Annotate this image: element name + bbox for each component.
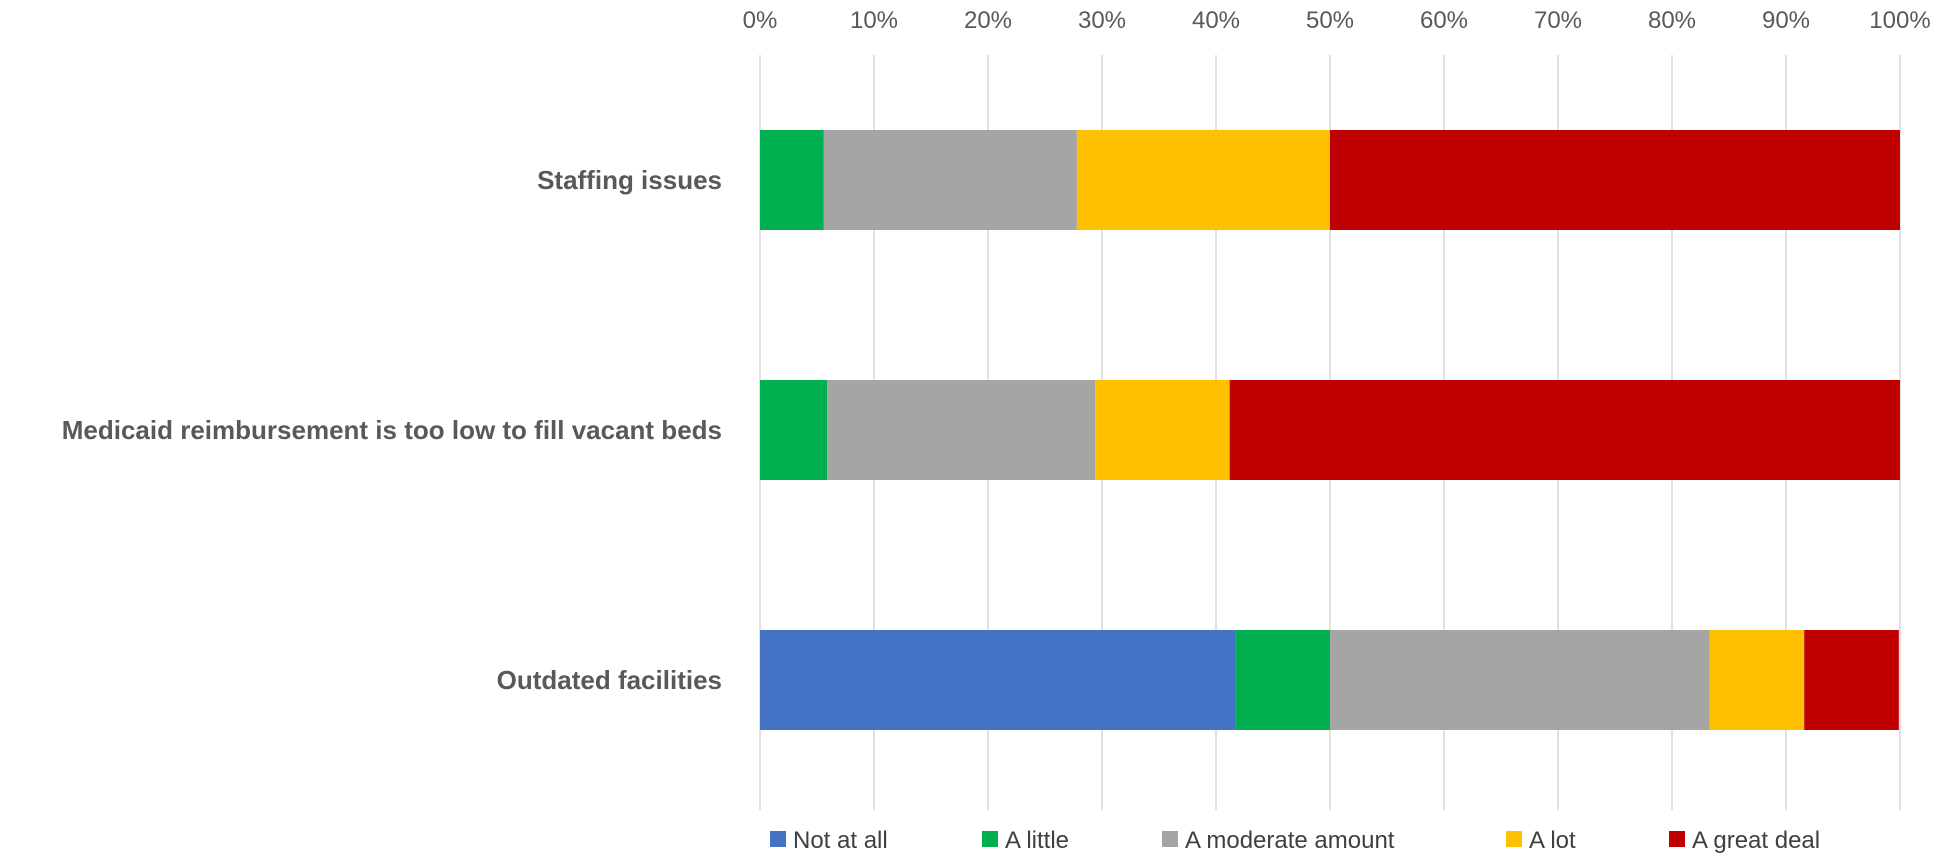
x-tick-label: 90% xyxy=(1762,7,1810,34)
legend-label: A great deal xyxy=(1692,827,1820,854)
x-tick-label: 40% xyxy=(1192,7,1240,34)
legend-swatch xyxy=(982,831,998,847)
bar-segment xyxy=(823,130,1077,230)
bar-segment xyxy=(760,130,824,230)
legend: Not at all A little A moderate amount A lot… xyxy=(770,827,1820,854)
bar-segment xyxy=(1804,630,1899,730)
x-tick-label: 60% xyxy=(1420,7,1468,34)
legend-swatch xyxy=(1506,831,1522,847)
legend-swatch xyxy=(1162,831,1178,847)
x-axis-ticks: 0% 10% 20% 30% 40% 50% 60% 70% 80% 90% 100% xyxy=(743,7,1931,34)
category-label: Outdated facilities xyxy=(497,665,722,695)
bar-segment xyxy=(827,380,1096,480)
bar-segment xyxy=(1330,630,1710,730)
x-tick-label: 0% xyxy=(743,7,778,34)
bar-segment xyxy=(760,380,828,480)
legend-swatch xyxy=(770,831,786,847)
x-tick-label: 20% xyxy=(964,7,1012,34)
legend-swatch xyxy=(1669,831,1685,847)
bar-segment xyxy=(760,630,1236,730)
bars xyxy=(760,130,1900,730)
bar-segment xyxy=(1229,380,1900,480)
x-tick-label: 70% xyxy=(1534,7,1582,34)
bar-segment xyxy=(1235,630,1330,730)
x-tick-label: 100% xyxy=(1869,7,1930,34)
legend-label: A little xyxy=(1005,827,1069,854)
x-tick-label: 10% xyxy=(850,7,898,34)
x-tick-label: 50% xyxy=(1306,7,1354,34)
category-labels: Staffing issues Medicaid reimbursement is… xyxy=(62,165,722,695)
bar-segment xyxy=(1076,130,1330,230)
category-label: Staffing issues xyxy=(537,165,722,195)
legend-label: A moderate amount xyxy=(1185,827,1395,854)
x-tick-label: 30% xyxy=(1078,7,1126,34)
category-label: Medicaid reimbursement is too low to fil… xyxy=(62,415,722,445)
legend-label: Not at all xyxy=(793,827,888,854)
bar-segment xyxy=(1095,380,1230,480)
legend-label: A lot xyxy=(1529,827,1576,854)
x-tick-label: 80% xyxy=(1648,7,1696,34)
bar-segment xyxy=(1330,130,1900,230)
bar-segment xyxy=(1709,630,1805,730)
